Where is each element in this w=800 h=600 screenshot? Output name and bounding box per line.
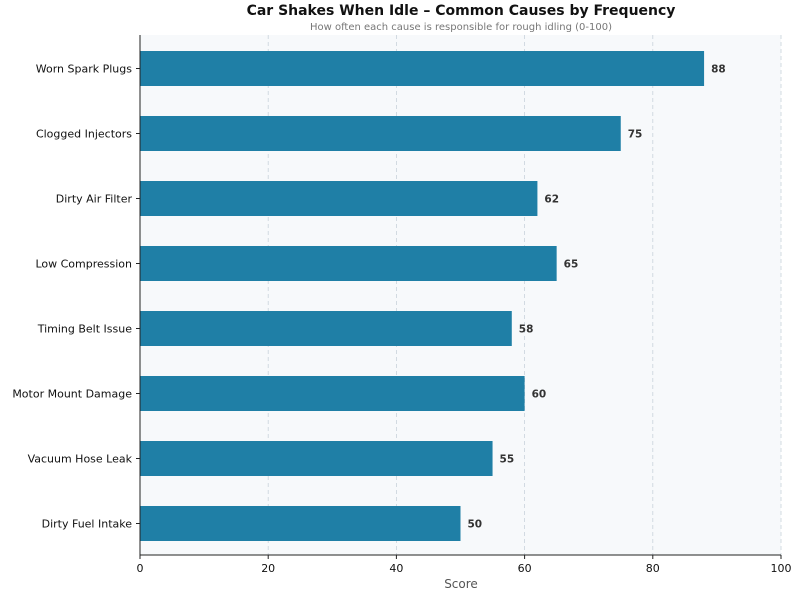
bar <box>140 506 461 541</box>
category-label: Worn Spark Plugs <box>36 63 132 76</box>
value-label: 62 <box>544 194 559 206</box>
category-label: Low Compression <box>35 258 132 271</box>
value-label: 50 <box>468 519 483 531</box>
category-label: Clogged Injectors <box>36 128 132 141</box>
category-label: Dirty Air Filter <box>56 193 133 206</box>
plot-area <box>140 35 781 555</box>
x-tick-label: 0 <box>137 562 144 575</box>
category-label: Timing Belt Issue <box>37 323 133 336</box>
category-label: Vacuum Hose Leak <box>28 453 133 466</box>
bar <box>140 376 525 411</box>
x-axis-label: Score <box>444 577 478 591</box>
bar <box>140 116 621 151</box>
x-tick-label: 40 <box>389 562 403 575</box>
bar <box>140 441 493 476</box>
value-label: 65 <box>564 259 579 271</box>
value-label: 75 <box>628 129 643 141</box>
x-tick-label: 80 <box>646 562 660 575</box>
category-label: Dirty Fuel Intake <box>42 518 133 531</box>
x-tick-label: 100 <box>771 562 792 575</box>
chart-title: Car Shakes When Idle – Common Causes by … <box>247 3 676 19</box>
value-label: 55 <box>500 454 515 466</box>
bar <box>140 51 705 86</box>
bar <box>140 246 557 281</box>
x-tick-label: 60 <box>518 562 532 575</box>
category-label: Motor Mount Damage <box>12 388 132 401</box>
bar <box>140 181 538 216</box>
value-label: 88 <box>711 64 726 76</box>
chart-subtitle: How often each cause is responsible for … <box>310 22 612 33</box>
bar <box>140 311 512 346</box>
value-label: 58 <box>519 324 534 336</box>
x-tick-label: 20 <box>261 562 275 575</box>
value-label: 60 <box>532 389 547 401</box>
